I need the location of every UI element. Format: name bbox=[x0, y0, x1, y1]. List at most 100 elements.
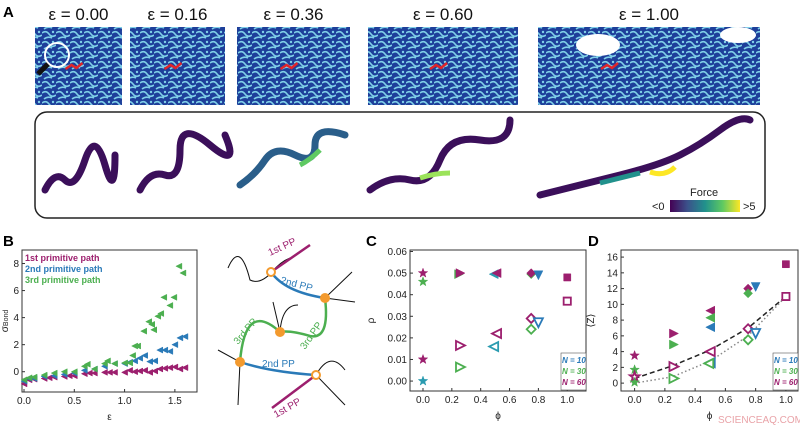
x-tick-label: 0.0 bbox=[416, 395, 430, 406]
primitive-path-schematic: 1st PP 2nd PP 3rd PP 3rd PP 2nd PP 1st P… bbox=[217, 236, 356, 421]
legend-entry: N = 30 bbox=[562, 367, 586, 376]
y-tick-label: 0.01 bbox=[388, 355, 408, 366]
y-tick-label: 6 bbox=[612, 331, 618, 342]
legend-entry: N = 60 bbox=[774, 378, 798, 387]
panel-label-b: B bbox=[3, 233, 14, 250]
polymer-chain bbox=[136, 130, 234, 194]
x-tick-label: 0.8 bbox=[531, 395, 545, 406]
data-point-tri-left bbox=[171, 341, 179, 349]
network-image bbox=[538, 27, 760, 105]
x-tick-label: 0.6 bbox=[718, 395, 732, 406]
y-tick-label: 0.06 bbox=[388, 247, 408, 258]
void bbox=[576, 34, 620, 56]
x-tick-label: 0.4 bbox=[688, 395, 702, 406]
colorbar-min: <0 bbox=[652, 201, 665, 213]
y-tick-label: 0.05 bbox=[388, 269, 408, 280]
x-tick-label: 0.2 bbox=[658, 395, 672, 406]
data-point-tri-right bbox=[455, 339, 468, 352]
x-tick-label: 1.0 bbox=[560, 395, 574, 406]
void bbox=[720, 27, 756, 43]
data-point-square bbox=[563, 273, 572, 282]
data-point-tri-left bbox=[170, 293, 178, 301]
colorbar-title: Force bbox=[690, 187, 718, 199]
data-point-tri-left bbox=[487, 340, 500, 353]
data-point-tri-right bbox=[668, 372, 681, 385]
data-point-tri-left bbox=[126, 359, 133, 367]
panel-a: ε = 0.00 ε = 0.16 ε = 0.36 ε = 0.60 ε = 1.00 bbox=[35, 5, 760, 105]
data-point-tri-left bbox=[80, 366, 88, 374]
y-tick-label: 10 bbox=[607, 300, 619, 311]
colorbar-gradient bbox=[670, 200, 740, 212]
plot-frame bbox=[620, 249, 799, 392]
data-point-tri-right bbox=[455, 361, 468, 373]
chart-d: 0.0 0.2 0.4 0.6 0.8 1.0 0 2 4 6 8 10 12 14 16 ϕ ⟨Z⟩ N = 1… bbox=[586, 249, 799, 422]
data-point-tri-left bbox=[146, 368, 153, 376]
plot-frame bbox=[409, 249, 587, 392]
data-point-tri-right bbox=[669, 339, 680, 350]
magnifier-icon bbox=[44, 42, 70, 68]
highlighted-chain bbox=[279, 62, 299, 71]
legend-entry: N = 10 bbox=[774, 356, 798, 365]
data-point-tri-left bbox=[703, 345, 716, 358]
y-tick-label: 2 bbox=[13, 340, 19, 351]
data-point-tri-left bbox=[141, 366, 148, 374]
data-point-tri-left bbox=[60, 368, 68, 376]
data-point-tri-left bbox=[175, 262, 183, 270]
y-tick-label: 4 bbox=[612, 347, 618, 358]
data-point-tri-right bbox=[669, 328, 680, 339]
data-point-star bbox=[417, 375, 429, 386]
data-point-tri-left bbox=[161, 346, 169, 354]
data-point-tri-left bbox=[129, 352, 136, 359]
data-point-star bbox=[417, 276, 429, 287]
data-point-tri-down bbox=[533, 270, 544, 281]
data-point-tri-left bbox=[160, 293, 168, 301]
label-1st-pp-bottom: 1st PP bbox=[272, 396, 303, 420]
data-point-tri-left bbox=[103, 357, 111, 365]
plot-frame bbox=[21, 249, 198, 393]
data-point-tri-left bbox=[131, 357, 138, 365]
label-3rd-pp-right: 3rd PP bbox=[298, 320, 325, 352]
data-point-tri-left bbox=[181, 333, 189, 340]
data-point-tri-left bbox=[83, 360, 91, 368]
y-tick-label: 0.03 bbox=[388, 312, 408, 323]
data-point-tri-left bbox=[181, 364, 189, 372]
data-point-tri-left bbox=[702, 357, 715, 370]
charts: 0.0 0.5 1.0 1.5 0 2 4 6 8 ε σBond 1st primitive pat… bbox=[0, 247, 799, 423]
chain-segment-high-force bbox=[419, 170, 451, 181]
colorbar-max: >5 bbox=[743, 201, 756, 213]
y-tick-label: 0.00 bbox=[388, 377, 408, 388]
data-point-square bbox=[782, 260, 790, 269]
watermark: SCIENCEAQ.COM bbox=[718, 415, 800, 426]
legend-entry: 3rd primitive path bbox=[25, 275, 101, 285]
data-point-diamond bbox=[742, 322, 754, 335]
y-tick-label: 6 bbox=[13, 286, 19, 297]
legend-entry: 1st primitive path bbox=[25, 253, 100, 263]
label-2nd-pp-bottom: 2nd PP bbox=[262, 359, 295, 370]
data-point-tri-down bbox=[532, 317, 545, 330]
strain-title: ε = 0.16 bbox=[147, 5, 207, 24]
data-point-tri-left bbox=[121, 368, 128, 376]
data-point-diamond bbox=[743, 288, 753, 299]
chain-segment-medium-force bbox=[599, 170, 641, 186]
y-tick-label: 0 bbox=[612, 379, 618, 390]
data-point-tri-left bbox=[90, 365, 98, 373]
y-axis-label: ⟨Z⟩ bbox=[586, 313, 597, 327]
highlighted-chain bbox=[429, 62, 448, 71]
data-point-tri-down bbox=[749, 328, 762, 341]
legend-entry: N = 10 bbox=[562, 356, 586, 365]
data-point-square bbox=[781, 291, 791, 301]
strain-title: ε = 1.00 bbox=[619, 5, 679, 24]
x-tick-label: 1.0 bbox=[118, 396, 132, 407]
panel-label-c: C bbox=[366, 233, 377, 250]
y-axis-label-subscript: Bond bbox=[3, 310, 10, 326]
data-point-diamond bbox=[525, 312, 537, 325]
data-point-tri-left bbox=[705, 312, 716, 323]
data-point-tri-left bbox=[70, 368, 78, 376]
label-3rd-pp-left: 3rd PP bbox=[232, 316, 260, 347]
panel-label-d: D bbox=[588, 233, 599, 250]
strain-title: ε = 0.60 bbox=[413, 5, 473, 24]
data-point-tri-left bbox=[146, 358, 153, 365]
data-point-tri-left bbox=[166, 348, 174, 355]
chain-snapshots bbox=[41, 115, 754, 199]
